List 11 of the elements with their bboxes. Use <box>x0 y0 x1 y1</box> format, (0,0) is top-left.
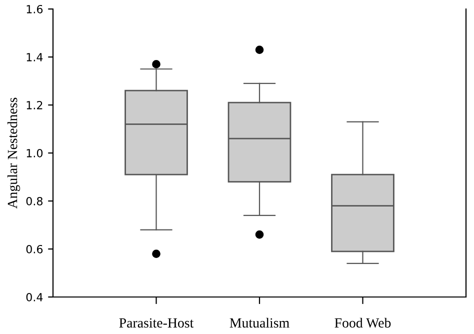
x-tick-label: Parasite-Host <box>119 318 194 328</box>
y-axis-title: Angular Nestedness <box>7 98 20 209</box>
y-tick-label: 0.4 <box>26 292 43 302</box>
y-tick-label: 1.2 <box>26 100 42 110</box>
y-tick-label: 1.0 <box>26 148 43 158</box>
y-tick-label: 0.8 <box>26 196 43 206</box>
x-tick-label: Mutualism <box>230 318 290 328</box>
x-tick-label: Food Web <box>334 318 391 328</box>
y-tick-label: 1.6 <box>26 4 43 14</box>
y-tick-label: 1.4 <box>26 53 43 62</box>
y-tick-label: 0.6 <box>26 244 43 254</box>
